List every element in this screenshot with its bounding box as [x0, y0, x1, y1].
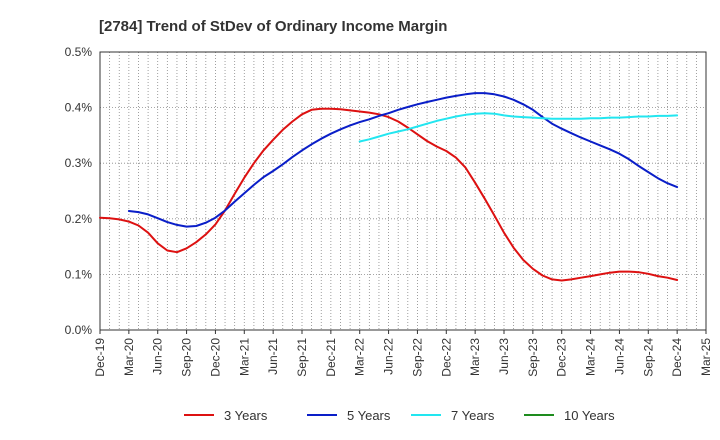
y-tick-label: 0.1% [65, 267, 93, 281]
x-axis: Dec-19 Mar-20 Jun-20 Sep-20 Dec-20 Mar-21 Jun-… [93, 330, 713, 377]
x-tick-label: Mar-20 [122, 338, 136, 376]
x-tick-label: Dec-22 [439, 338, 453, 377]
x-tick-label: Mar-23 [468, 338, 482, 376]
y-tick-label: 0.0% [65, 323, 93, 337]
y-tick-label: 0.4% [65, 101, 93, 115]
y-axis: 0.0% 0.1% 0.2% 0.3% 0.4% 0.5% [65, 45, 93, 337]
y-tick-label: 0.3% [65, 156, 93, 170]
series-line-3-years [99, 107, 679, 282]
x-tick-label: Sep-20 [180, 338, 194, 377]
x-tick-label: Jun-20 [151, 338, 165, 375]
series-line-5-years [127, 92, 679, 228]
legend-label: 5 Years [347, 408, 391, 423]
x-tick-label: Sep-22 [410, 338, 424, 377]
x-tick-label: Sep-21 [295, 338, 309, 377]
x-tick-label: Dec-23 [555, 338, 569, 377]
chart-title: [2784] Trend of StDev of Ordinary Income… [99, 18, 447, 35]
legend-label: 10 Years [564, 408, 615, 423]
plot-area [99, 51, 707, 331]
legend-label: 7 Years [451, 408, 495, 423]
x-tick-label: Sep-24 [641, 338, 655, 377]
legend-label: 3 Years [224, 408, 268, 423]
legend: 3 Years 5 Years 7 Years 10 Years [184, 408, 615, 423]
series-lines [99, 92, 679, 282]
x-tick-label: Jun-22 [382, 338, 396, 375]
x-tick-label: Jun-21 [266, 338, 280, 375]
x-tick-label: Dec-20 [208, 338, 222, 377]
x-tick-label: Mar-25 [699, 338, 713, 376]
x-tick-label: Jun-24 [612, 338, 626, 375]
y-tick-label: 0.2% [65, 212, 93, 226]
y-tick-label: 0.5% [65, 45, 93, 59]
x-tick-label: Mar-24 [584, 338, 598, 376]
x-tick-label: Mar-21 [237, 338, 251, 376]
x-tick-label: Jun-23 [497, 338, 511, 375]
x-tick-label: Dec-19 [93, 338, 107, 377]
series-line-7-years [358, 112, 679, 143]
grid [100, 52, 706, 330]
x-tick-label: Sep-23 [526, 338, 540, 377]
x-tick-label: Mar-22 [353, 338, 367, 376]
x-tick-label: Dec-24 [670, 338, 684, 377]
x-tick-label: Dec-21 [324, 338, 338, 377]
